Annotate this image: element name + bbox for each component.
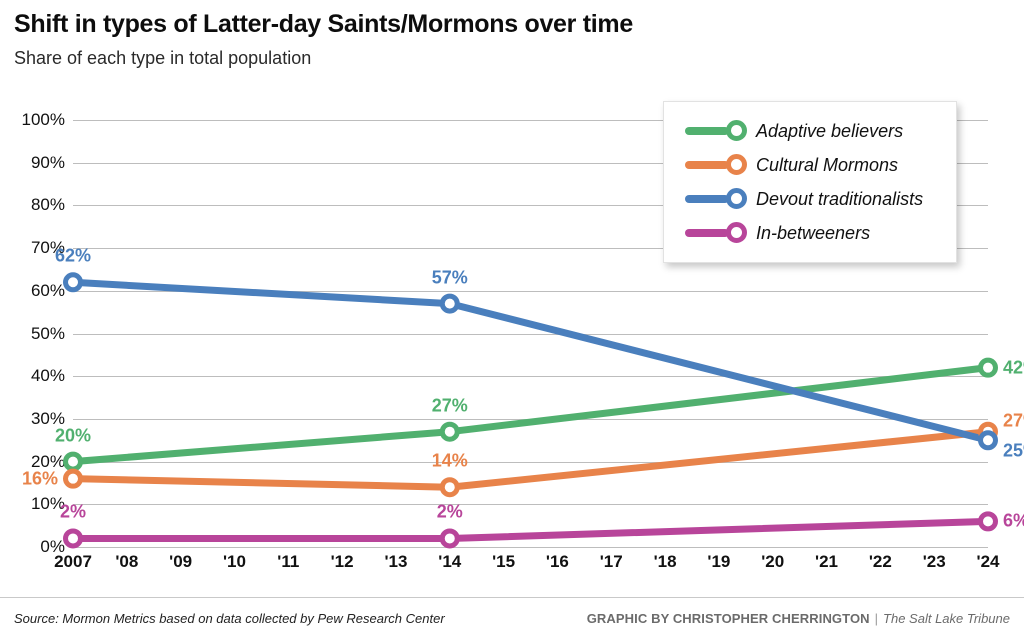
x-axis-tick-label: '09 [169, 552, 193, 571]
data-point-marker[interactable] [63, 468, 83, 489]
x-axis-tick-label: '18 [653, 552, 677, 571]
x-axis-tick-label: '20 [761, 552, 785, 571]
x-axis-tick-label: '19 [707, 552, 731, 571]
series-line [69, 517, 992, 542]
legend-marker-icon [685, 222, 747, 244]
legend-item[interactable]: Devout traditionalists [664, 182, 956, 216]
legend-item[interactable]: Cultural Mormons [664, 148, 956, 182]
data-point-label: 25% [1003, 440, 1024, 461]
publication-name: The Salt Lake Tribune [883, 611, 1010, 626]
legend-line-swatch [685, 161, 729, 169]
legend-item-label: Devout traditionalists [756, 188, 924, 209]
x-axis-tick-label: 2007 [54, 552, 92, 571]
y-axis-tick-label: 80% [30, 195, 65, 215]
legend-marker-icon [685, 188, 747, 210]
series-line [69, 278, 992, 444]
data-point-marker[interactable] [439, 477, 460, 498]
chart-header: Shift in types of Latter-day Saints/Morm… [14, 10, 1010, 68]
x-axis-tick-label: '11 [277, 552, 300, 571]
series-line [69, 428, 992, 491]
legend-item[interactable]: Adaptive believers [664, 114, 956, 148]
y-axis-tick-label: 0% [40, 537, 65, 556]
data-point-label: 27% [1003, 410, 1024, 431]
x-axis-tick-label: '08 [115, 552, 139, 571]
x-axis-tick-label: '23 [922, 552, 946, 571]
data-point-marker[interactable] [63, 451, 83, 472]
gridline [73, 461, 988, 463]
x-axis-tick-label: '16 [545, 552, 569, 571]
data-point-label: 57% [431, 267, 468, 288]
gridline [73, 376, 988, 378]
data-point-label: 2% [436, 501, 463, 522]
x-axis-tick-label: '24 [976, 552, 1000, 571]
data-point-marker[interactable] [978, 357, 998, 378]
source-note: Source: Mormon Metrics based on data col… [14, 611, 445, 626]
credit-separator: | [874, 611, 879, 626]
credit-line: GRAPHIC BY CHRISTOPHER CHERRINGTON | The S… [587, 611, 1010, 626]
data-point-label: 62% [54, 245, 92, 266]
gridline [73, 504, 988, 506]
series-lines [63, 272, 998, 549]
y-axis-tick-label: 50% [30, 323, 65, 343]
legend-line-swatch [685, 127, 729, 135]
chart-footer: Source: Mormon Metrics based on data col… [0, 597, 1024, 642]
x-axis-tick-label: '22 [868, 552, 892, 571]
legend-circle-icon [726, 188, 747, 209]
gridline [73, 248, 988, 250]
gridline [73, 120, 988, 121]
legend-item-label: In-betweeners [756, 222, 871, 243]
legend-line-swatch [685, 195, 729, 203]
legend-item-label: Cultural Mormons [756, 154, 899, 175]
gridline [73, 290, 988, 292]
legend-line-swatch [685, 229, 729, 237]
data-point-label: 27% [431, 395, 468, 416]
data-point-marker[interactable] [63, 528, 83, 549]
x-axis-tick-label: '10 [222, 552, 246, 571]
page-title: Shift in types of Latter-day Saints/Morm… [14, 10, 633, 38]
x-axis-tick-label: '21 [815, 552, 838, 571]
data-point-marker[interactable] [63, 272, 83, 293]
y-axis-tick-label: 20% [30, 451, 65, 471]
y-axis-tick-label: 70% [30, 238, 65, 258]
data-point-label: 20% [54, 425, 92, 446]
y-axis-tick-label: 90% [30, 152, 65, 172]
legend-marker-icon [685, 154, 747, 176]
line-chart: 0% 10% 20% 30% 40% 50% 60% 70% 80% 90% 100% 2007'0… [0, 96, 1024, 571]
y-axis-tick-label: 40% [30, 366, 65, 386]
legend-item-label: Adaptive believers [756, 120, 904, 141]
data-point-marker[interactable] [439, 528, 460, 549]
y-axis-tick-label: 10% [30, 494, 65, 514]
y-axis-tick-label: 100% [21, 110, 65, 129]
legend-circle-icon [726, 154, 747, 175]
data-point-label: 16% [21, 468, 58, 489]
data-point-label: 42% [1003, 357, 1024, 378]
x-axis-tick-label: '12 [330, 552, 354, 571]
data-point-marker[interactable] [439, 421, 460, 442]
gridline [73, 333, 988, 335]
data-point-label: 2% [59, 501, 87, 522]
plot-area: 0% 10% 20% 30% 40% 50% 60% 70% 80% 90% 100% 2007'0… [22, 110, 1024, 571]
chart-legend: Adaptive believers Cultural Mormons Devout… [663, 101, 957, 263]
page-subtitle: Share of each type in total population [14, 47, 312, 68]
data-point-marker[interactable] [978, 511, 998, 532]
legend-item[interactable]: In-betweeners [664, 216, 956, 250]
gridline [73, 162, 988, 164]
x-axis-tick-label: '14 [438, 552, 462, 571]
x-axis-tick-label: '17 [599, 552, 623, 571]
data-point-marker[interactable] [439, 293, 460, 314]
data-point-label: 6% [1003, 510, 1024, 531]
y-axis-tick-label: 30% [30, 408, 65, 428]
data-point-marker[interactable] [978, 430, 998, 451]
graphic-byline: GRAPHIC BY CHRISTOPHER CHERRINGTON [586, 611, 870, 626]
legend-circle-icon [726, 222, 747, 243]
x-axis-tick-label: '15 [492, 552, 516, 571]
legend-marker-icon [685, 120, 747, 142]
data-point-label: 14% [431, 450, 468, 471]
y-axis-tick-label: 60% [30, 280, 65, 300]
gridline [73, 205, 988, 207]
x-axis-tick-label: '13 [384, 552, 408, 571]
legend-circle-icon [726, 120, 747, 141]
gridline [73, 547, 988, 548]
